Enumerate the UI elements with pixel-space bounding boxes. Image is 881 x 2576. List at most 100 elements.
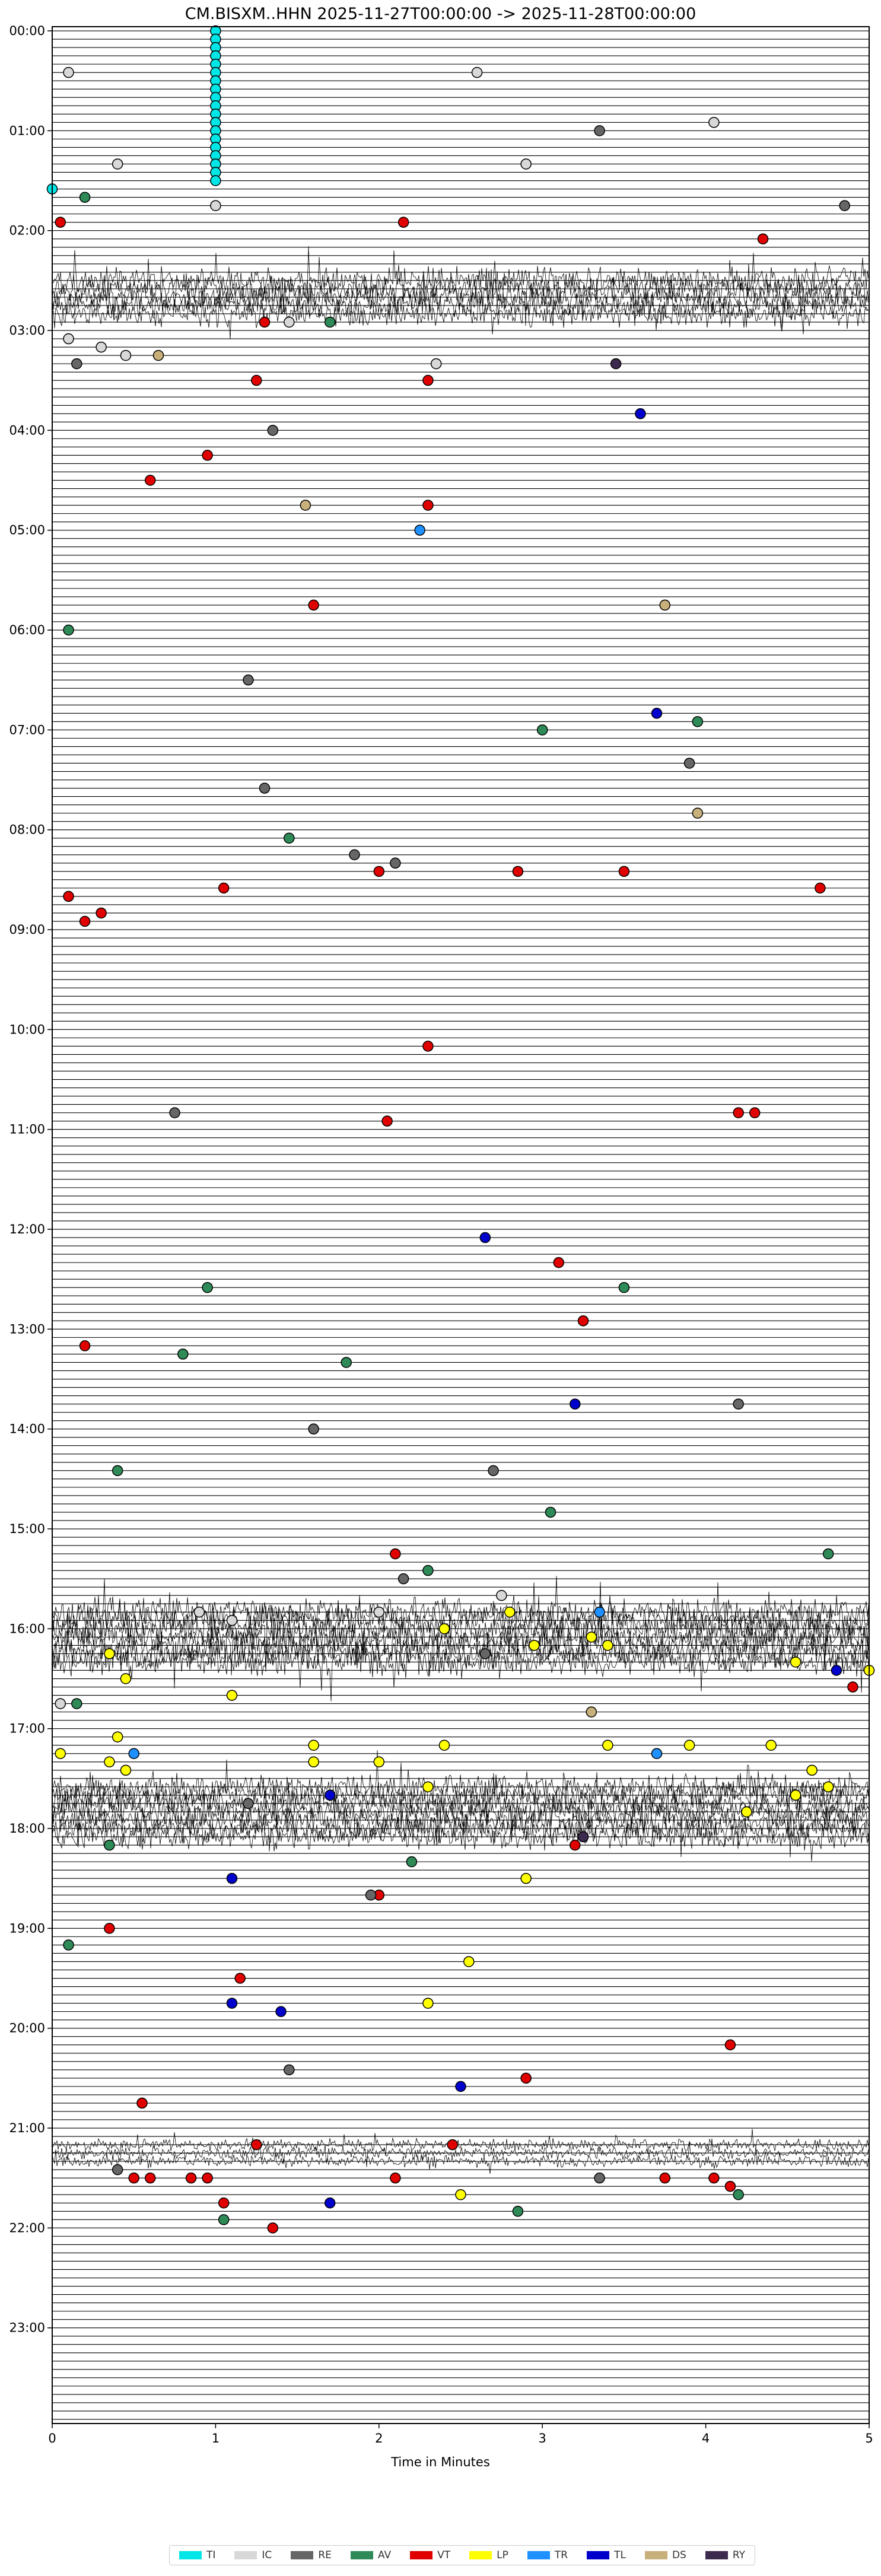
legend-label: TL	[614, 2549, 626, 2561]
seismic-trace-noisy	[52, 260, 869, 326]
event-marker-TR	[651, 1748, 663, 1760]
legend-item: TR	[527, 2549, 568, 2561]
legend-label: LP	[497, 2549, 508, 2561]
event-marker-LP	[822, 1781, 834, 1793]
event-marker-AV	[63, 1939, 74, 1951]
event-marker-VT	[267, 2222, 279, 2234]
event-marker-TL	[479, 1232, 491, 1244]
event-marker-VT	[63, 891, 74, 902]
event-marker-LP	[55, 1748, 66, 1760]
event-marker-VT	[79, 1340, 91, 1351]
event-marker-TL	[455, 2081, 466, 2092]
event-marker-LP	[226, 1690, 238, 1701]
legend-swatch	[291, 2551, 314, 2559]
legend-swatch	[644, 2551, 667, 2559]
event-marker-AV	[324, 316, 336, 328]
event-marker-RE	[488, 1465, 499, 1477]
event-marker-IC	[496, 1589, 507, 1601]
event-marker-LP	[602, 1739, 613, 1751]
y-tick-label: 06:00	[9, 623, 45, 637]
event-marker-VT	[553, 1257, 564, 1268]
event-marker-VT	[390, 2172, 401, 2184]
event-marker-DS	[586, 1706, 597, 1718]
event-marker-VT	[308, 599, 319, 611]
legend-label: DS	[672, 2549, 686, 2561]
event-marker-RE	[243, 1798, 254, 1809]
event-marker-VT	[185, 2172, 197, 2184]
y-tick-label: 22:00	[9, 2221, 45, 2235]
event-marker-AV	[71, 1698, 82, 1709]
event-marker-LP	[120, 1764, 132, 1776]
legend-label: TR	[554, 2549, 568, 2561]
event-marker-AV	[692, 716, 704, 727]
event-marker-VT	[251, 374, 262, 386]
event-marker-RE	[733, 1398, 744, 1410]
event-marker-VT	[128, 2172, 139, 2184]
event-marker-VT	[422, 500, 434, 511]
y-tick-label: 15:00	[9, 1522, 45, 1536]
event-marker-AV	[536, 724, 548, 736]
y-tick-label: 09:00	[9, 923, 45, 937]
seismic-trace-noisy	[52, 1773, 869, 1839]
event-marker-DS	[152, 349, 164, 361]
legend-label: VT	[437, 2549, 451, 2561]
y-tick-label: 08:00	[9, 823, 45, 837]
y-tick-label: 21:00	[9, 2121, 45, 2135]
event-marker-VT	[96, 907, 107, 919]
legend-item: TI	[179, 2549, 215, 2561]
event-marker-IC	[96, 341, 107, 353]
event-marker-VT	[659, 2172, 670, 2184]
event-marker-RE	[259, 783, 271, 794]
event-marker-IC	[471, 66, 483, 78]
event-marker-TI	[210, 175, 221, 186]
legend-item: RE	[291, 2549, 332, 2561]
legend-label: RE	[318, 2549, 332, 2561]
event-marker-TL	[324, 1789, 336, 1801]
legend-item: VT	[410, 2549, 450, 2561]
event-marker-RE	[267, 425, 279, 436]
event-marker-LP	[112, 1731, 123, 1742]
event-marker-AV	[104, 1839, 115, 1851]
seismic-trace-noisy	[52, 1576, 869, 1647]
event-marker-VT	[733, 1107, 744, 1118]
event-marker-AV	[822, 1548, 834, 1560]
y-tick-label: 16:00	[9, 1621, 45, 1636]
event-marker-LP	[790, 1656, 802, 1668]
y-tick-label: 13:00	[9, 1322, 45, 1336]
event-marker-LP	[373, 1756, 385, 1768]
event-marker-VT	[422, 374, 434, 386]
event-marker-IC	[112, 158, 123, 170]
event-marker-RY	[610, 358, 622, 370]
event-marker-LP	[308, 1739, 319, 1751]
event-marker-IC	[120, 349, 132, 361]
event-marker-RE	[390, 857, 401, 869]
event-marker-LP	[463, 1956, 475, 1967]
event-marker-LP	[683, 1739, 695, 1751]
event-marker-AV	[177, 1349, 189, 1360]
seismic-traces	[52, 246, 869, 2174]
chart-title: CM.BISXM..HHN 2025-11-27T00:00:00 -> 202…	[185, 5, 696, 23]
event-marker-LP	[806, 1764, 818, 1776]
y-tick-label: 10:00	[9, 1022, 45, 1036]
event-marker-VT	[234, 1973, 246, 1984]
legend-item: AV	[350, 2549, 391, 2561]
event-marker-VT	[390, 1548, 401, 1560]
x-axis-ticks: 0 1 2 3 4 5	[48, 2424, 873, 2445]
event-marker-AV	[112, 1465, 123, 1477]
legend-label: IC	[262, 2549, 272, 2561]
y-axis-ticks: 00:00 01:00 02:00 03:00 04:00 05:00 06:00 07:00…	[9, 24, 52, 2335]
x-tick-label: 2	[375, 2431, 383, 2445]
event-marker-IC	[520, 158, 532, 170]
event-marker-LP	[741, 1806, 752, 1818]
legend-swatch	[469, 2551, 492, 2559]
event-marker-VT	[259, 316, 271, 328]
seismic-trace-noisy	[52, 1786, 869, 1847]
event-marker-RE	[243, 674, 254, 686]
y-tick-label: 23:00	[9, 2321, 45, 2335]
legend-item: IC	[234, 2549, 272, 2561]
x-tick-label: 0	[48, 2431, 56, 2445]
legend-label: RY	[732, 2549, 745, 2561]
event-marker-VT	[520, 2072, 532, 2084]
seismic-trace-noisy	[52, 1608, 869, 1688]
event-marker-IC	[226, 1615, 238, 1626]
